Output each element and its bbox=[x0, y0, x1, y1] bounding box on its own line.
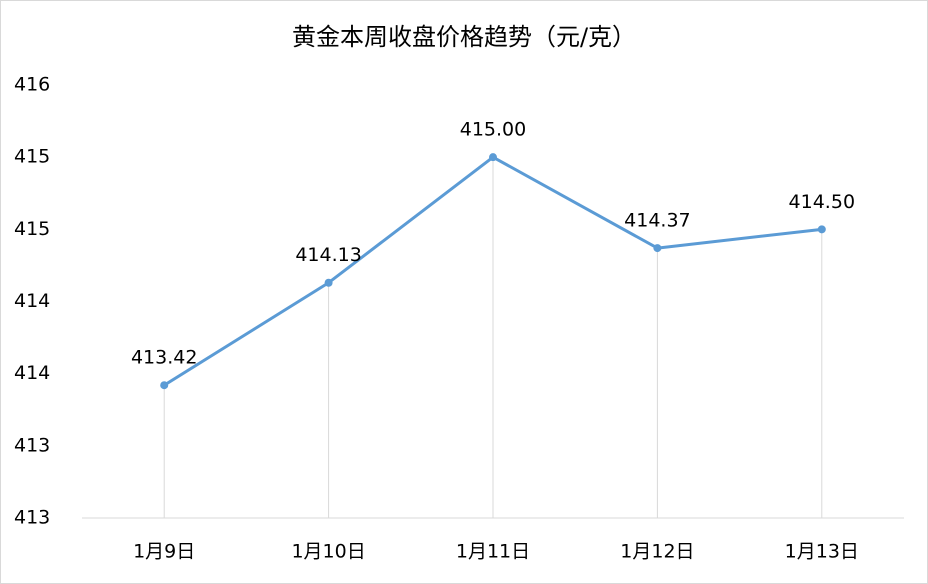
x-tick-label: 1月13日 bbox=[785, 541, 859, 563]
y-tick-label: 415 bbox=[14, 146, 50, 168]
data-label: 415.00 bbox=[460, 119, 526, 141]
x-tick-label: 1月9日 bbox=[133, 541, 195, 563]
y-tick-label: 413 bbox=[14, 434, 50, 456]
chart-title: 黄金本周收盘价格趋势（元/克） bbox=[292, 23, 636, 51]
y-tick-label: 416 bbox=[14, 74, 50, 96]
data-label: 414.50 bbox=[789, 191, 855, 213]
data-label: 414.37 bbox=[624, 210, 690, 232]
x-tick-label: 1月10日 bbox=[291, 541, 365, 563]
x-tick-label: 1月11日 bbox=[456, 541, 530, 563]
point bbox=[653, 244, 662, 253]
point bbox=[160, 381, 169, 390]
y-tick-label: 413 bbox=[14, 507, 50, 529]
data-label: 413.42 bbox=[131, 347, 197, 369]
point bbox=[817, 225, 826, 234]
y-tick-label: 414 bbox=[14, 362, 50, 384]
data-label: 414.13 bbox=[295, 244, 361, 266]
point bbox=[324, 278, 333, 287]
y-tick-label: 414 bbox=[14, 290, 50, 312]
point bbox=[489, 153, 497, 162]
x-tick-label: 1月12日 bbox=[620, 541, 694, 563]
y-tick-label: 415 bbox=[14, 218, 50, 240]
